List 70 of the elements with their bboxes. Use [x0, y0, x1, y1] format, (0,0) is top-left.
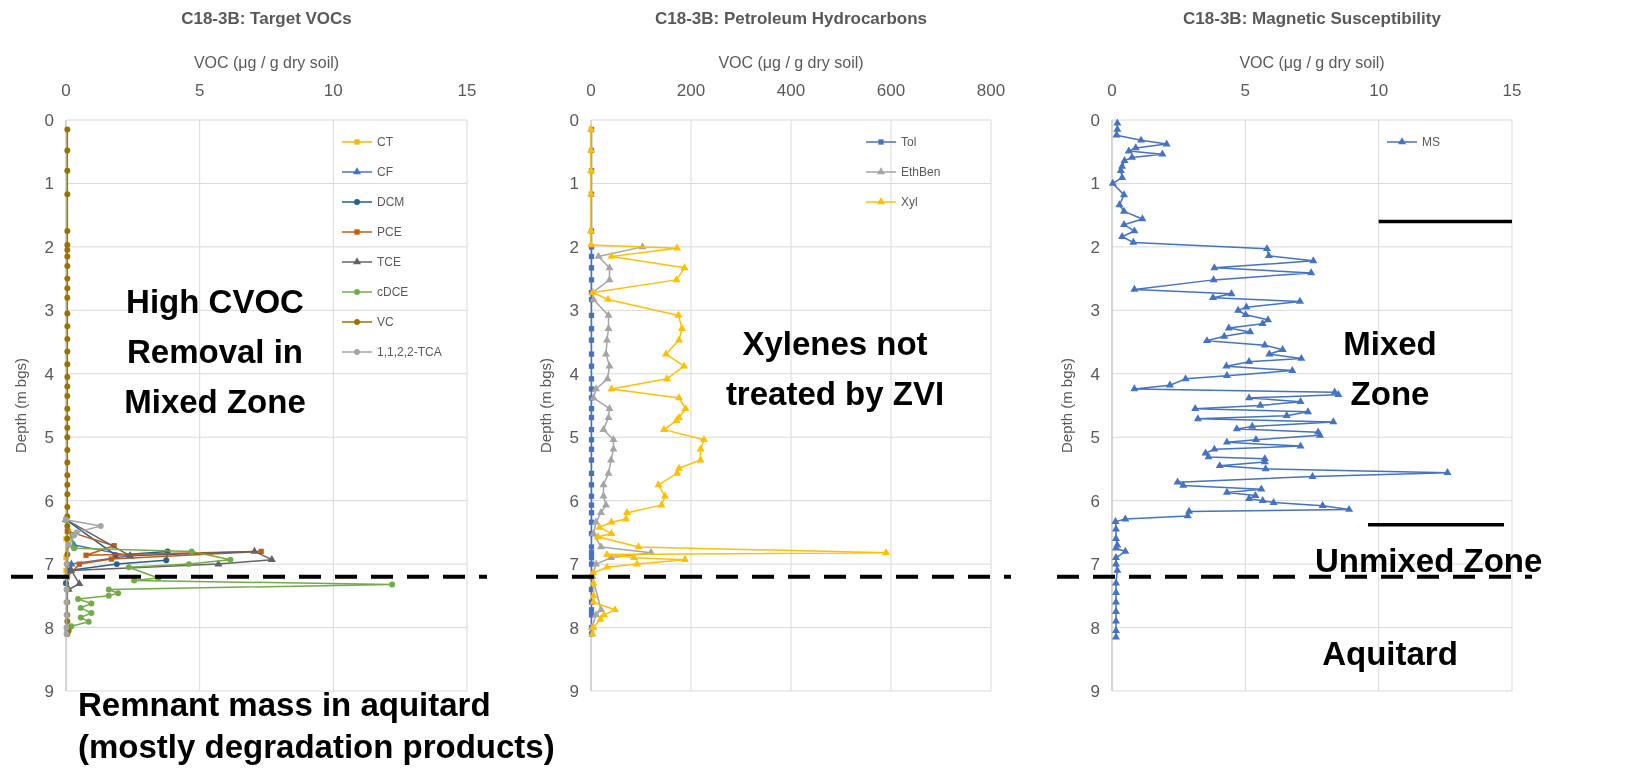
chart-title: C18-3B: Petroleum Hydrocarbons: [654, 9, 928, 28]
y-axis-title: Depth (m bgs): [12, 357, 29, 454]
x-tick-label: 10: [323, 81, 343, 100]
y-tick-label: 4: [44, 364, 54, 384]
y-tick-label: 3: [44, 301, 54, 321]
legend-label: Tol: [901, 135, 917, 150]
legend-label: MS: [1422, 135, 1440, 150]
y-tick-label: 4: [1090, 364, 1100, 384]
chart-title: C18-3B: Target VOCs: [181, 9, 352, 28]
x-tick-label: 0: [1107, 81, 1117, 100]
y-tick-label: 1: [569, 174, 579, 194]
y-tick-label: 7: [44, 555, 54, 575]
x-tick-label: 10: [1369, 81, 1389, 100]
annotation: Xylenes not treated by ZVI: [725, 325, 945, 412]
legend-label: EthBen: [901, 165, 941, 180]
y-tick-label: 9: [44, 681, 54, 701]
x-tick-label: 400: [776, 81, 806, 100]
legend-label: TCE: [377, 255, 401, 270]
legend-label: cDCE: [377, 285, 409, 300]
y-tick-label: 2: [44, 237, 54, 257]
x-axis-title: VOC (μg / g dry soil): [193, 54, 340, 71]
x-axis-title: VOC (μg / g dry soil): [1239, 54, 1385, 71]
y-tick-label: 1: [1090, 174, 1100, 194]
x-tick-label: 600: [876, 81, 906, 100]
y-tick-label: 8: [44, 618, 54, 638]
x-tick-label: 800: [976, 81, 1006, 100]
y-tick-label: 6: [1090, 491, 1100, 511]
y-tick-label: 2: [569, 237, 579, 257]
legend-label: 1,1,2,2-TCA: [377, 345, 442, 360]
y-tick-label: 5: [1090, 428, 1100, 448]
x-tick-label: 0: [61, 81, 71, 100]
annotation: Aquitard: [1322, 635, 1458, 672]
y-tick-label: 7: [569, 555, 579, 575]
legend-label: CF: [377, 165, 393, 180]
y-tick-label: 2: [1090, 237, 1100, 257]
y-axis-title: Depth (m bgs): [537, 357, 554, 454]
y-axis-title: Depth (m bgs): [1058, 357, 1075, 454]
annotation: Mixed Zone: [1343, 325, 1437, 412]
legend-label: DCM: [377, 195, 405, 210]
y-tick-label: 5: [44, 428, 54, 448]
y-tick-label: 5: [569, 428, 579, 448]
annotation: Remnant mass in aquitard (mostly degradation products): [78, 686, 555, 765]
y-tick-label: 1: [44, 174, 54, 194]
x-tick-label: 15: [457, 81, 477, 100]
y-tick-label: 0: [44, 110, 54, 130]
y-tick-label: 7: [1090, 555, 1100, 575]
legend-label: PCE: [377, 225, 402, 240]
x-tick-label: 0: [586, 81, 596, 100]
legend-label: Xyl: [901, 195, 918, 210]
x-axis-title: VOC (μg / g dry soil): [718, 54, 864, 71]
x-tick-label: 200: [676, 81, 706, 100]
annotation: Unmixed Zone: [1315, 542, 1543, 579]
annotation: High CVOC Removal in Mixed Zone: [124, 283, 306, 420]
y-tick-label: 9: [1090, 681, 1100, 701]
y-tick-label: 6: [44, 491, 54, 511]
y-tick-label: 4: [569, 364, 579, 384]
x-tick-label: 5: [1240, 81, 1251, 100]
y-tick-label: 3: [1090, 301, 1100, 321]
y-tick-label: 6: [569, 491, 579, 511]
x-tick-label: 5: [194, 81, 205, 100]
chart-title: C18-3B: Magnetic Susceptibility: [1183, 9, 1442, 28]
y-tick-label: 0: [569, 110, 579, 130]
y-tick-label: 9: [569, 681, 579, 701]
legend-label: CT: [377, 135, 394, 150]
y-tick-label: 8: [1090, 618, 1100, 638]
y-tick-label: 0: [1090, 110, 1100, 130]
y-tick-label: 8: [569, 618, 579, 638]
legend-label: VC: [377, 315, 394, 330]
y-tick-label: 3: [569, 301, 579, 321]
x-tick-label: 15: [1502, 81, 1522, 100]
